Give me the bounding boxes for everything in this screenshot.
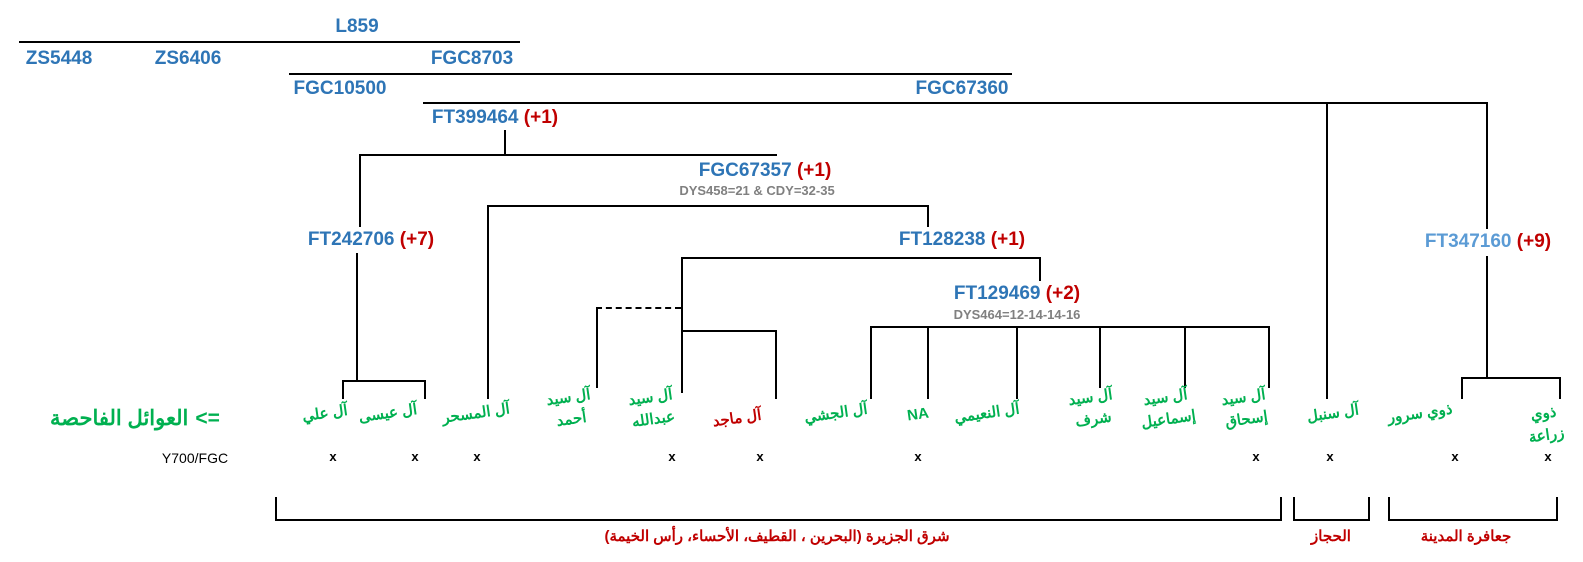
leg-al-sayed-sharaf <box>1099 326 1101 388</box>
tested-mark-al-sayed-abdullah: x <box>668 449 676 464</box>
ft242706-bracket <box>342 380 426 382</box>
region3-bracket-left <box>1388 497 1390 521</box>
region1-bracket-left <box>275 497 277 521</box>
leg-dhawi-ziraah <box>1559 377 1561 399</box>
leg-al-ali <box>342 380 344 399</box>
tested-mark-al-majed: x <box>756 449 764 464</box>
region3-bracket-right <box>1556 497 1558 521</box>
leg-dhawi-surur <box>1461 377 1463 399</box>
node-zs6406: ZS6406 <box>154 48 222 69</box>
leg-al-isa <box>424 380 426 399</box>
region-east-arabia: شرق الجزيرة (البحرين ، القطيف، الأحساء، … <box>604 528 950 545</box>
node-fgc67360: FGC67360 <box>915 78 1009 99</box>
family-al-isa: آل عيسى <box>357 401 419 426</box>
family-dhawi-surur: ذوي سرور <box>1386 400 1454 427</box>
tested-mark-al-sayed-ishaq: x <box>1252 449 1260 464</box>
mutation-count: (+9) <box>1516 231 1552 252</box>
node-fgc67357: FGC67357 (+1) <box>698 160 832 181</box>
leg-al-jishi <box>870 326 872 399</box>
leg-al-sayed-abdullah <box>681 257 683 393</box>
region2-bracket <box>1293 519 1370 521</box>
family-al-sayed-ismail: آل سيد إسماعيل <box>1140 386 1197 432</box>
region3-bracket <box>1388 519 1558 521</box>
fgc67360-underline <box>423 102 1487 104</box>
ft347160-drop-lower <box>1486 256 1488 377</box>
node-fgc8703: FGC8703 <box>430 48 514 69</box>
region1-bracket <box>275 519 1282 521</box>
region-hijaz: الحجاز <box>1311 528 1351 545</box>
ft347160-drop-upper <box>1486 102 1488 229</box>
family-dhawi-ziraah: ذوي زراعة <box>1527 403 1566 447</box>
ft129469-stem <box>1039 257 1041 281</box>
leg-al-sayed-ahmed <box>596 308 598 388</box>
tested-mark-al-isa: x <box>411 449 419 464</box>
node-zs5448: ZS5448 <box>25 48 93 69</box>
family-al-nuaimi: آل النعيمي <box>953 400 1021 427</box>
leg-al-majed <box>775 330 777 399</box>
family-na: NA <box>906 404 930 425</box>
region-jaafira-madina: جعافرة المدينة <box>1420 528 1512 545</box>
al-majed-branch <box>681 330 777 332</box>
leg-na <box>927 326 929 399</box>
mutation-count: (+1) <box>796 160 832 181</box>
tested-families-caption: العوائل الفاحصة <= <box>50 406 220 431</box>
ft347160-bracket <box>1461 377 1561 379</box>
caption-arrow: <= <box>195 406 220 430</box>
ft399464-bracket <box>359 154 777 156</box>
mutation-count: (+1) <box>990 229 1026 250</box>
family-al-mashar: آل المسحر <box>441 400 511 427</box>
node-ft242706: FT242706 (+7) <box>307 229 435 250</box>
node-ft399464: FT399464 (+1) <box>431 107 559 128</box>
tested-mark-na: x <box>914 449 922 464</box>
tested-mark-dhawi-surur: x <box>1451 449 1459 464</box>
family-al-majed: آل ماجد <box>711 406 763 431</box>
node-fgc10500: FGC10500 <box>293 78 387 99</box>
node-ft128238: FT128238 (+1) <box>898 229 1026 250</box>
mutation-count: (+7) <box>399 229 435 250</box>
region1-bracket-right <box>1280 497 1282 521</box>
tested-mark-al-mashar: x <box>473 449 481 464</box>
node-ft347160: FT347160 (+9) <box>1424 231 1552 252</box>
family-al-sunbul: آل سنبل <box>1305 401 1360 426</box>
leg-al-sayed-ishaq <box>1268 326 1270 388</box>
region2-bracket-left <box>1293 497 1295 521</box>
ft129469-bracket <box>870 326 1270 328</box>
leg-al-mashar <box>487 205 489 399</box>
tested-mark-al-sunbul: x <box>1326 449 1334 464</box>
ft242706-stem <box>356 253 358 380</box>
tested-mark-dhawi-ziraah: x <box>1544 449 1552 464</box>
dashed-link-al-sayed-ahmed <box>596 307 681 309</box>
ft128238-drop <box>927 205 929 227</box>
tested-mark-al-ali: x <box>329 449 337 464</box>
node-l859: L859 <box>335 16 379 37</box>
leg-al-sunbul <box>1326 102 1328 399</box>
leg-al-nuaimi <box>1016 326 1018 399</box>
mutation-count: (+1) <box>523 107 559 128</box>
str-note-ft129469: DYS464=12-14-14-16 <box>953 307 1081 322</box>
family-al-sayed-abdullah: آل سيد عبدالله <box>627 386 676 431</box>
ft399464-stem <box>504 130 506 154</box>
region2-bracket-right <box>1368 497 1370 521</box>
ft242706-drop <box>359 154 361 227</box>
fgc67357-bracket <box>487 205 929 207</box>
fgc8703-underline <box>289 73 1012 75</box>
mutation-count: (+2) <box>1045 283 1081 304</box>
family-al-jishi: آل الجشي <box>803 400 869 427</box>
family-al-ali: آل علي <box>301 401 349 426</box>
tested-families-caption-text: العوائل الفاحصة <box>50 407 189 430</box>
str-note-fgc67357: DYS458=21 & CDY=32-35 <box>679 183 835 198</box>
leg-al-sayed-ismail <box>1184 326 1186 388</box>
node-ft129469: FT129469 (+2) <box>953 283 1081 304</box>
ft128238-bracket <box>681 257 1041 259</box>
family-al-sayed-sharaf: آل سيد شرف <box>1067 386 1114 431</box>
test-type-label: Y700/FGC <box>161 450 229 466</box>
family-al-sayed-ahmed: آل سيد أحمد <box>545 386 592 430</box>
family-al-sayed-ishaq: آل سيد إسحاق <box>1220 386 1269 431</box>
l859-underline <box>19 41 520 43</box>
